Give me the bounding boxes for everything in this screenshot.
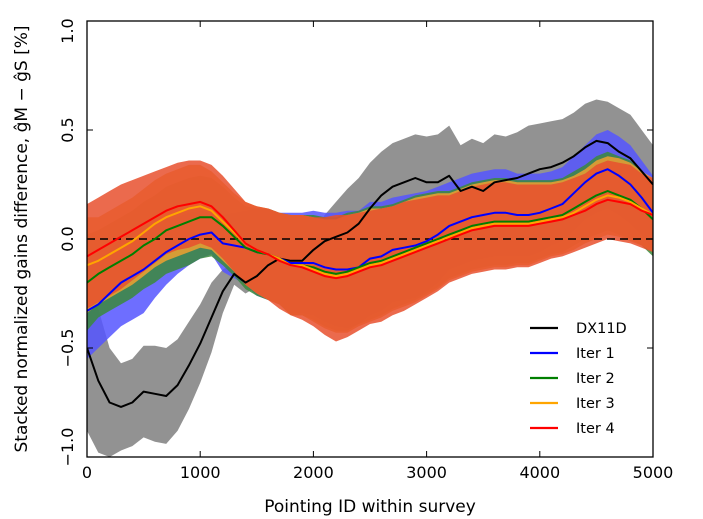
band-iter-4 [87,160,653,342]
x-tick-label: 0 [82,463,92,482]
line-iter-4 [87,198,653,280]
line-iter-2 [87,190,653,284]
x-axis-ticks: 0 1000 2000 3000 4000 5000 [82,21,673,482]
x-tick-label: 1000 [180,463,221,482]
x-tick-label: 3000 [406,463,447,482]
series-lines [87,139,653,408]
x-tick-label: 2000 [293,463,334,482]
y-tick-label: 1.0 [58,18,77,43]
uncertainty-bands [87,99,653,457]
line-dx11d [87,139,653,408]
y-tick-label: −1.0 [58,428,77,467]
y-tick-label: −0.5 [58,329,77,368]
legend-label-iter-4: Iter 4 [576,421,615,437]
y-axis-label: Stacked normalized gains difference, ĝM … [12,25,32,452]
legend: DX11D Iter 1 Iter 2 Iter 3 Iter 4 [530,321,627,437]
legend-label-dx11d: DX11D [576,321,627,337]
x-tick-label: 5000 [633,463,674,482]
y-tick-label: 0.0 [58,226,77,251]
legend-label-iter-2: Iter 2 [576,371,615,387]
x-tick-label: 4000 [519,463,560,482]
line-iter-1 [87,168,653,312]
line-iter-3 [87,194,653,278]
x-axis-label: Pointing ID within survey [264,497,476,517]
legend-label-iter-1: Iter 1 [576,346,615,362]
legend-label-iter-3: Iter 3 [576,396,615,412]
y-tick-label: 0.5 [58,117,77,142]
y-axis-ticks: −1.0 −0.5 0.0 0.5 1.0 [58,18,653,466]
